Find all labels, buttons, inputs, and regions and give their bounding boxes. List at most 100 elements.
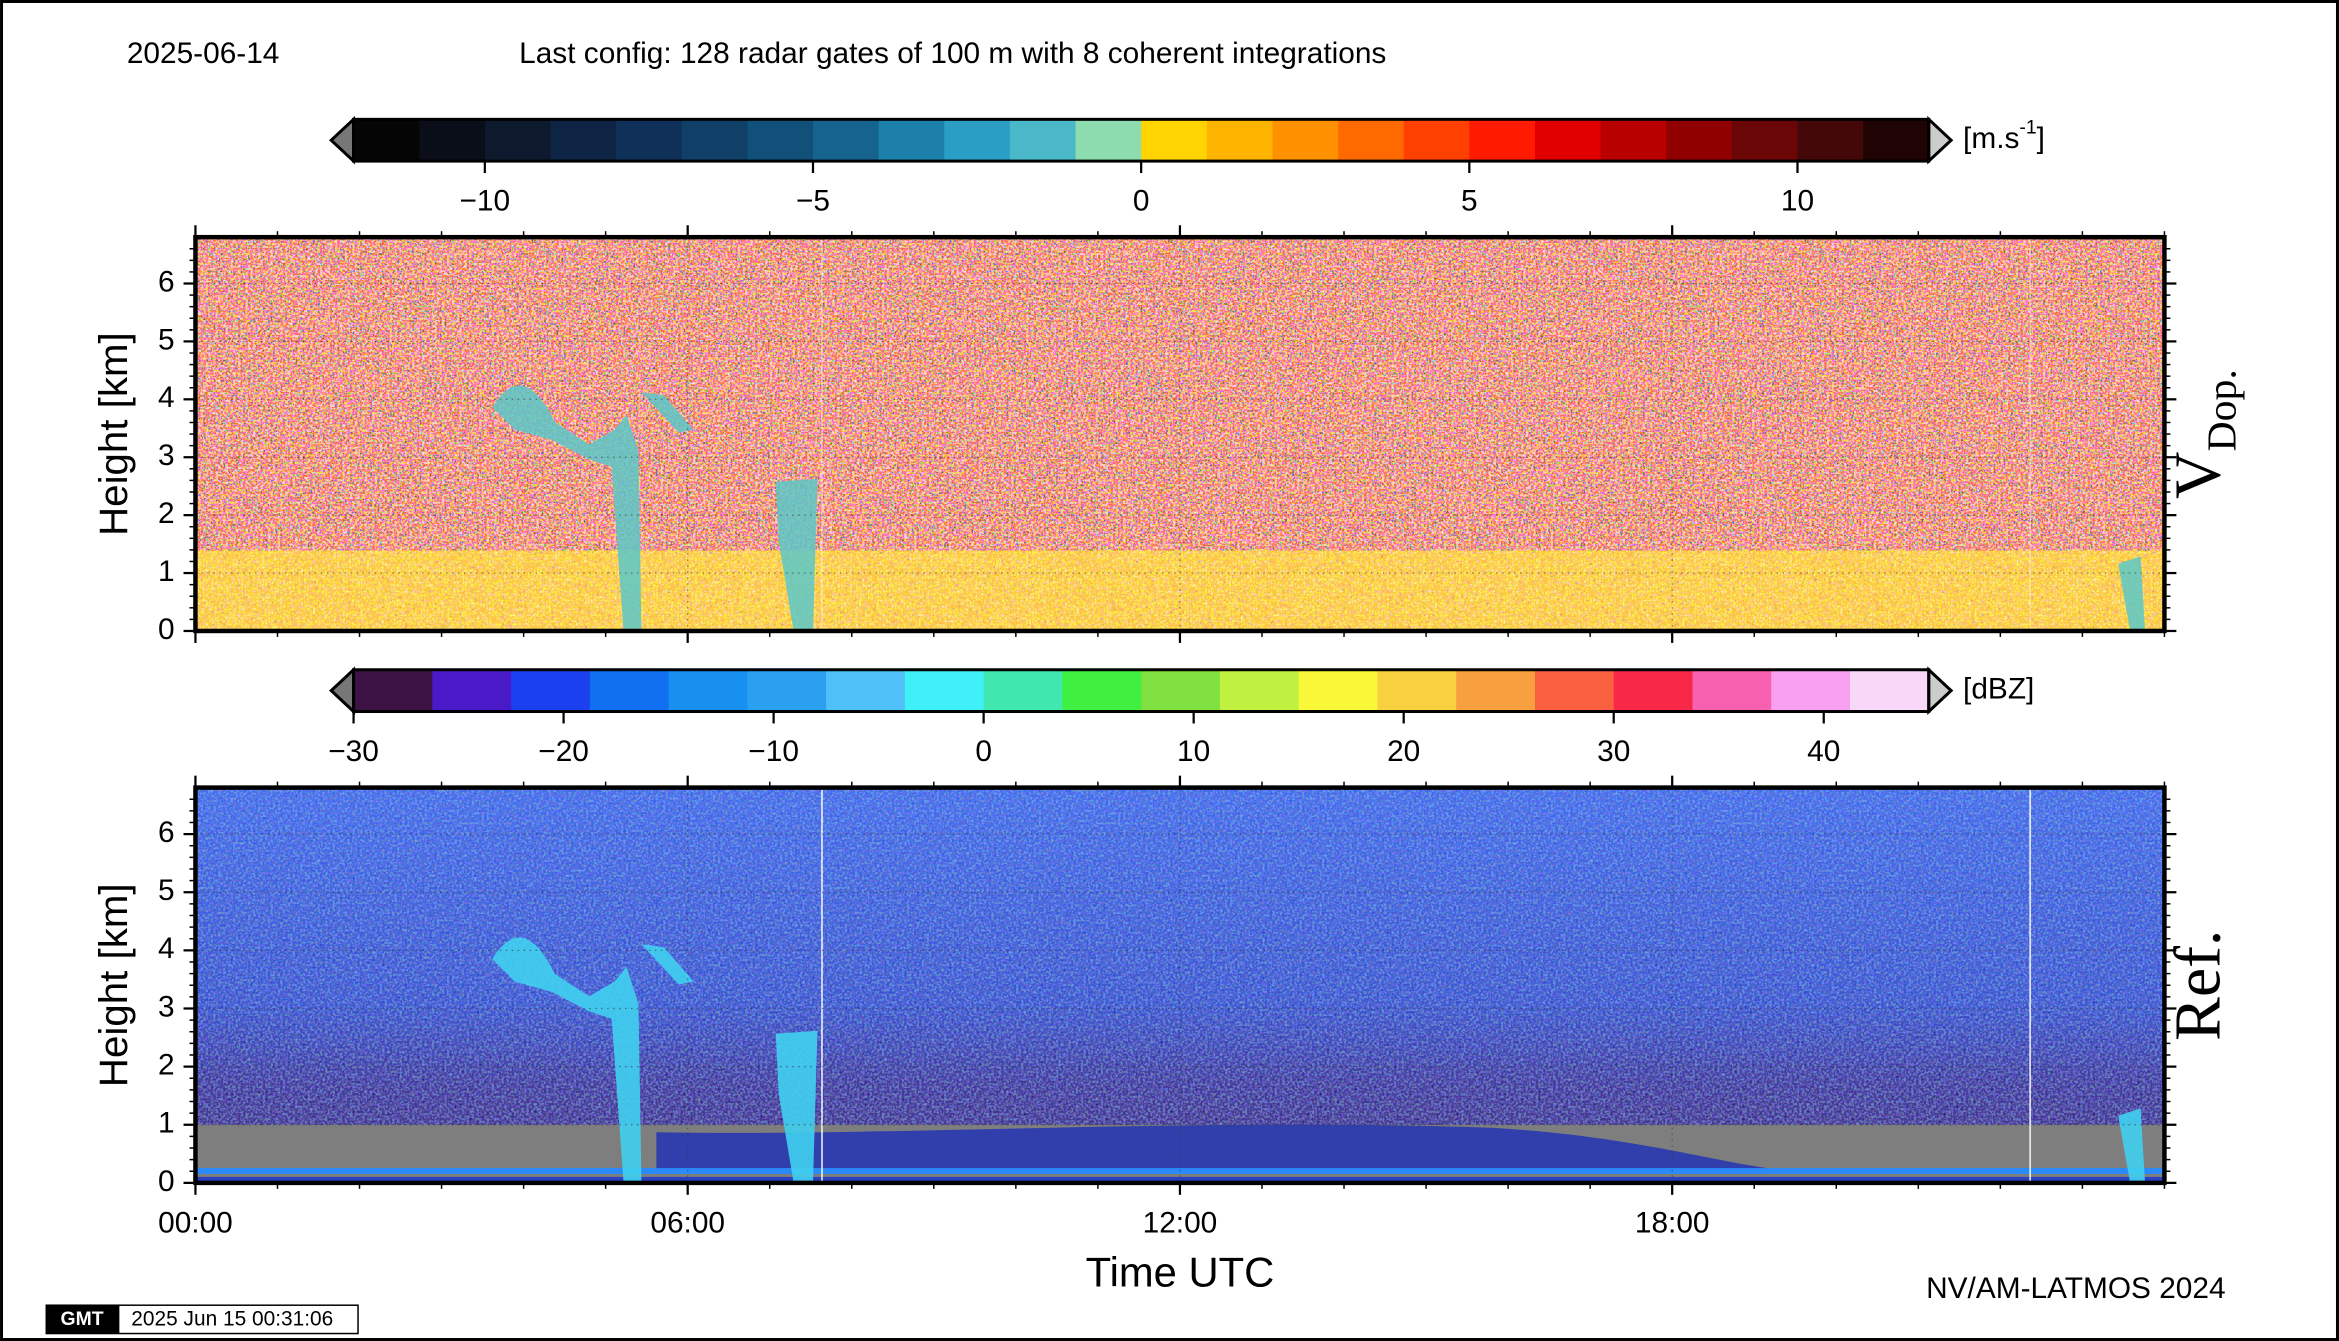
colorbar-swatch	[550, 119, 617, 162]
timestamp: 2025 Jun 15 00:31:06	[131, 1308, 333, 1331]
date: 2025-06-14	[127, 37, 280, 70]
config: Last config: 128 radar gates of 100 m wi…	[519, 37, 1386, 70]
colorbar-tick-label: 20	[1387, 735, 1420, 768]
unit-text: [dBZ]	[1963, 673, 2034, 706]
y-tick-label: 5	[158, 874, 175, 907]
colorbar-swatch	[1206, 119, 1274, 162]
colorbar-swatch	[616, 119, 683, 162]
echo	[641, 944, 694, 985]
colorbar-tick-label: 10	[1781, 185, 1814, 218]
colorbar-swatch	[353, 119, 420, 162]
unit-text: [m.s	[1963, 122, 2019, 155]
colorbar-tick-label: 40	[1807, 735, 1840, 768]
colorbar-swatch	[419, 119, 486, 162]
echo	[775, 478, 818, 631]
x-tick-label: 18:00	[1635, 1207, 1710, 1240]
colorbar-swatch	[1219, 669, 1300, 712]
side-label: VDop.	[2163, 369, 2245, 499]
y-tick-label: 1	[158, 1107, 175, 1140]
colorbar-swatch	[1298, 669, 1379, 712]
colorbar-swatch	[1009, 119, 1077, 162]
logo: GMT	[61, 1308, 104, 1330]
colorbar-tick-label: 30	[1597, 735, 1630, 768]
colorbar-tick-label: 5	[1461, 185, 1478, 218]
side-label-main: V	[2163, 452, 2235, 499]
colorbar-swatch	[812, 119, 880, 162]
colorbar-tick-label: −30	[328, 735, 379, 768]
layer-line	[195, 1168, 2165, 1175]
colorbar-swatch	[1141, 119, 1208, 162]
echo	[492, 937, 642, 1183]
colorbar-tick-label: −20	[538, 735, 589, 768]
echo	[641, 392, 694, 433]
x-tick-label: 06:00	[650, 1207, 725, 1240]
echo	[2118, 1108, 2146, 1183]
colorbar-swatch	[353, 669, 434, 712]
colorbar-frame	[352, 668, 1931, 714]
colorbar-swatch	[983, 669, 1064, 712]
colorbar-swatch	[826, 669, 906, 712]
colorbar-swatch	[1731, 119, 1799, 162]
side-label-sub: Dop.	[2199, 369, 2245, 451]
colorbar-swatch	[878, 119, 946, 162]
colorbar-swatch	[484, 119, 552, 162]
echo	[2118, 556, 2146, 631]
colorbar-swatch	[1062, 669, 1142, 712]
y-tick-label: 3	[158, 990, 175, 1023]
colorbar-unit: [dBZ]	[1963, 673, 2034, 706]
y-tick-label: 5	[158, 323, 175, 356]
y-tick-label: 0	[158, 1165, 175, 1198]
colorbar-swatch	[1075, 119, 1142, 162]
y-tick-label: 4	[158, 381, 175, 414]
y-tick-label: 6	[158, 265, 175, 298]
echo-plume	[492, 937, 2146, 1183]
colorbar-swatch	[1272, 119, 1339, 162]
colorbar-swatch	[432, 669, 512, 712]
colorbar-swatch	[1797, 119, 1864, 162]
low-layer	[195, 550, 2165, 631]
y-tick-label: 4	[158, 932, 175, 965]
colorbar-swatch	[589, 669, 670, 712]
colorbar-swatch	[681, 119, 749, 162]
colorbar-swatch	[747, 669, 827, 712]
colorbar-swatch	[1771, 669, 1851, 712]
colorbar-swatch	[1338, 119, 1405, 162]
colorbar-tick-label: 0	[975, 735, 992, 768]
colorbar-swatch	[1849, 669, 1930, 712]
colorbar-tick-label: −5	[796, 185, 830, 218]
colorbar-tick-label: 10	[1177, 735, 1210, 768]
colorbar-swatch	[668, 669, 749, 712]
clutter-top	[195, 1176, 2165, 1183]
colorbar-swatch	[1534, 669, 1615, 712]
colorbar-swatch	[1456, 669, 1536, 712]
colorbar-low-arrow	[329, 666, 356, 715]
colorbar-swatch	[1403, 119, 1471, 162]
y-tick-label: 0	[158, 613, 175, 646]
low-layer	[656, 1124, 1791, 1172]
colorbar-low-arrow	[329, 115, 356, 165]
panel-frame	[193, 785, 2167, 1186]
echo	[492, 385, 642, 631]
y-axis-label: Height [km]	[91, 332, 136, 536]
colorbar-swatch	[1863, 119, 1930, 162]
colorbar-high-arrow	[1927, 666, 1954, 715]
x-tick-label: 00:00	[158, 1207, 233, 1240]
echo-plume	[492, 385, 2146, 631]
colorbar-swatch	[904, 669, 985, 712]
y-tick-label: 2	[158, 497, 175, 530]
colorbar-swatch	[1692, 669, 1772, 712]
colorbar-swatch	[1666, 119, 1733, 162]
colorbar-swatch	[944, 119, 1011, 162]
colorbar-tick-label: −10	[748, 735, 799, 768]
y-tick-label: 1	[158, 555, 175, 588]
colorbar-swatch	[747, 119, 814, 162]
side-label: Ref.	[2163, 930, 2235, 1041]
x-tick-label: 12:00	[1143, 1207, 1218, 1240]
y-tick-label: 2	[158, 1048, 175, 1081]
y-tick-label: 6	[158, 816, 175, 849]
echo	[775, 1030, 818, 1183]
credit: NV/AM-LATMOS 2024	[1926, 1272, 2225, 1305]
colorbar-tick-label: −10	[460, 185, 511, 218]
